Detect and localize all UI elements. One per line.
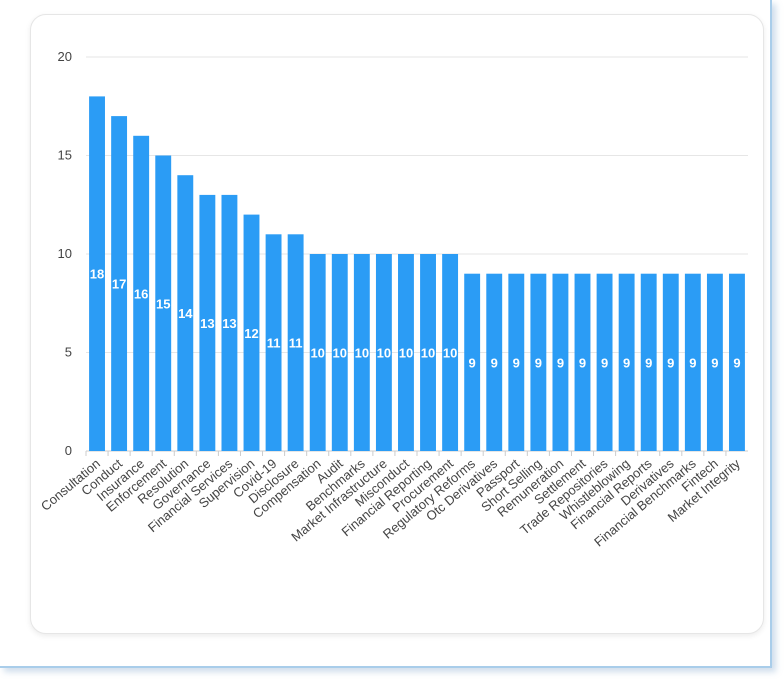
bar: [662, 273, 679, 451]
bar: [574, 273, 591, 451]
bar-value-label: 9: [469, 355, 476, 370]
bar: [353, 254, 370, 451]
bar-value-label: 15: [156, 296, 170, 311]
bar: [331, 254, 348, 451]
bar-value-label: 10: [421, 346, 435, 361]
bar-value-label: 10: [355, 346, 369, 361]
bar: [89, 96, 105, 452]
bar: [243, 214, 260, 451]
bar-value-label: 17: [112, 277, 126, 292]
bar-value-label: 13: [200, 316, 214, 331]
bar: [530, 273, 547, 451]
y-tick-label: 10: [58, 246, 72, 261]
bar: [111, 116, 128, 451]
bar-value-label: 18: [90, 267, 104, 282]
bar: [398, 254, 414, 451]
bar-value-label: 11: [289, 336, 303, 351]
bar-value-label: 16: [134, 286, 148, 301]
y-tick-label: 0: [65, 443, 72, 458]
bar-value-label: 9: [711, 355, 718, 370]
y-tick-label: 5: [65, 345, 72, 360]
bar-value-label: 10: [310, 346, 324, 361]
bar-value-label: 9: [513, 355, 520, 370]
bar: [265, 234, 282, 451]
bar-value-label: 9: [601, 355, 608, 370]
bar: [618, 273, 635, 451]
bar-value-label: 9: [733, 355, 740, 370]
bar: [155, 155, 172, 451]
bar-value-label: 10: [399, 346, 413, 361]
bar: [199, 194, 216, 451]
bar: [596, 273, 613, 451]
bar-value-label: 13: [222, 316, 236, 331]
bar-value-label: 10: [333, 346, 347, 361]
bar: [706, 273, 723, 451]
bar: [133, 135, 150, 452]
bar: [221, 194, 238, 451]
y-tick-label: 20: [58, 49, 72, 64]
bar: [309, 254, 326, 451]
bar: [486, 273, 503, 451]
bar-value-label: 9: [623, 355, 630, 370]
x-axis-ticks: ConsultationConductInsuranceEnforcementR…: [38, 451, 743, 550]
bar: [420, 254, 436, 451]
bar-value-label: 9: [579, 355, 586, 370]
bar-value-label: 11: [267, 336, 281, 351]
bar-value-label: 9: [645, 355, 652, 370]
bar-value-label: 9: [535, 355, 542, 370]
y-tick-label: 15: [58, 148, 72, 163]
bar: [375, 254, 392, 451]
bar-value-label: 9: [689, 355, 696, 370]
bar-value-label: 12: [244, 326, 258, 341]
bar: [177, 175, 194, 451]
bar: [287, 234, 304, 451]
bar: [508, 273, 525, 451]
bar-value-label: 10: [377, 346, 391, 361]
bar: [552, 273, 569, 451]
bar: [640, 273, 657, 451]
bar: [442, 254, 459, 451]
y-axis-ticks: 0 5 10 15 20: [58, 49, 72, 458]
bar-value-label: 9: [557, 355, 564, 370]
bar-value-label: 9: [667, 355, 674, 370]
bar: [729, 273, 745, 451]
bar: [464, 273, 481, 451]
bar: [684, 273, 701, 451]
bars: [89, 96, 745, 452]
bar-value-label: 9: [491, 355, 498, 370]
bar-value-label: 10: [443, 346, 457, 361]
bar-value-label: 14: [178, 306, 193, 321]
